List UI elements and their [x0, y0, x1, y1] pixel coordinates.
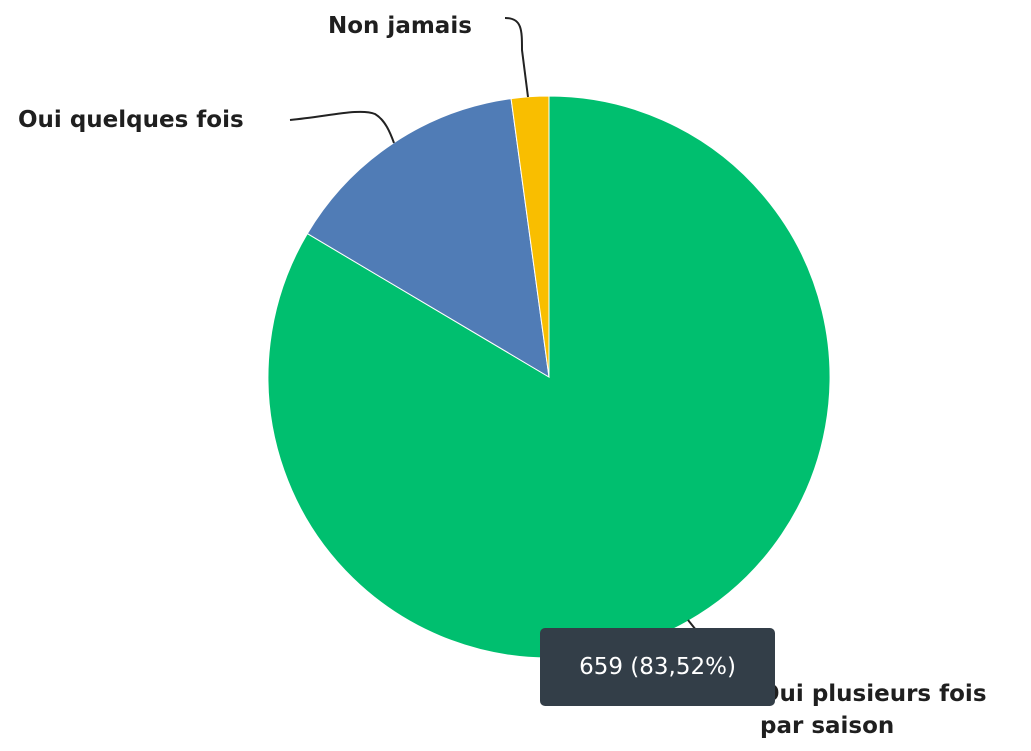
- tooltip: 659 (83,52%): [540, 628, 775, 706]
- pie-slice: [510, 95, 550, 378]
- leader-line: [289, 110, 395, 144]
- slice-label: Oui plusieurs fois par saison: [760, 681, 987, 739]
- slice-label: Non jamais: [328, 13, 472, 39]
- slice-label: Oui quelques fois: [18, 107, 244, 133]
- leader-line: [504, 17, 529, 98]
